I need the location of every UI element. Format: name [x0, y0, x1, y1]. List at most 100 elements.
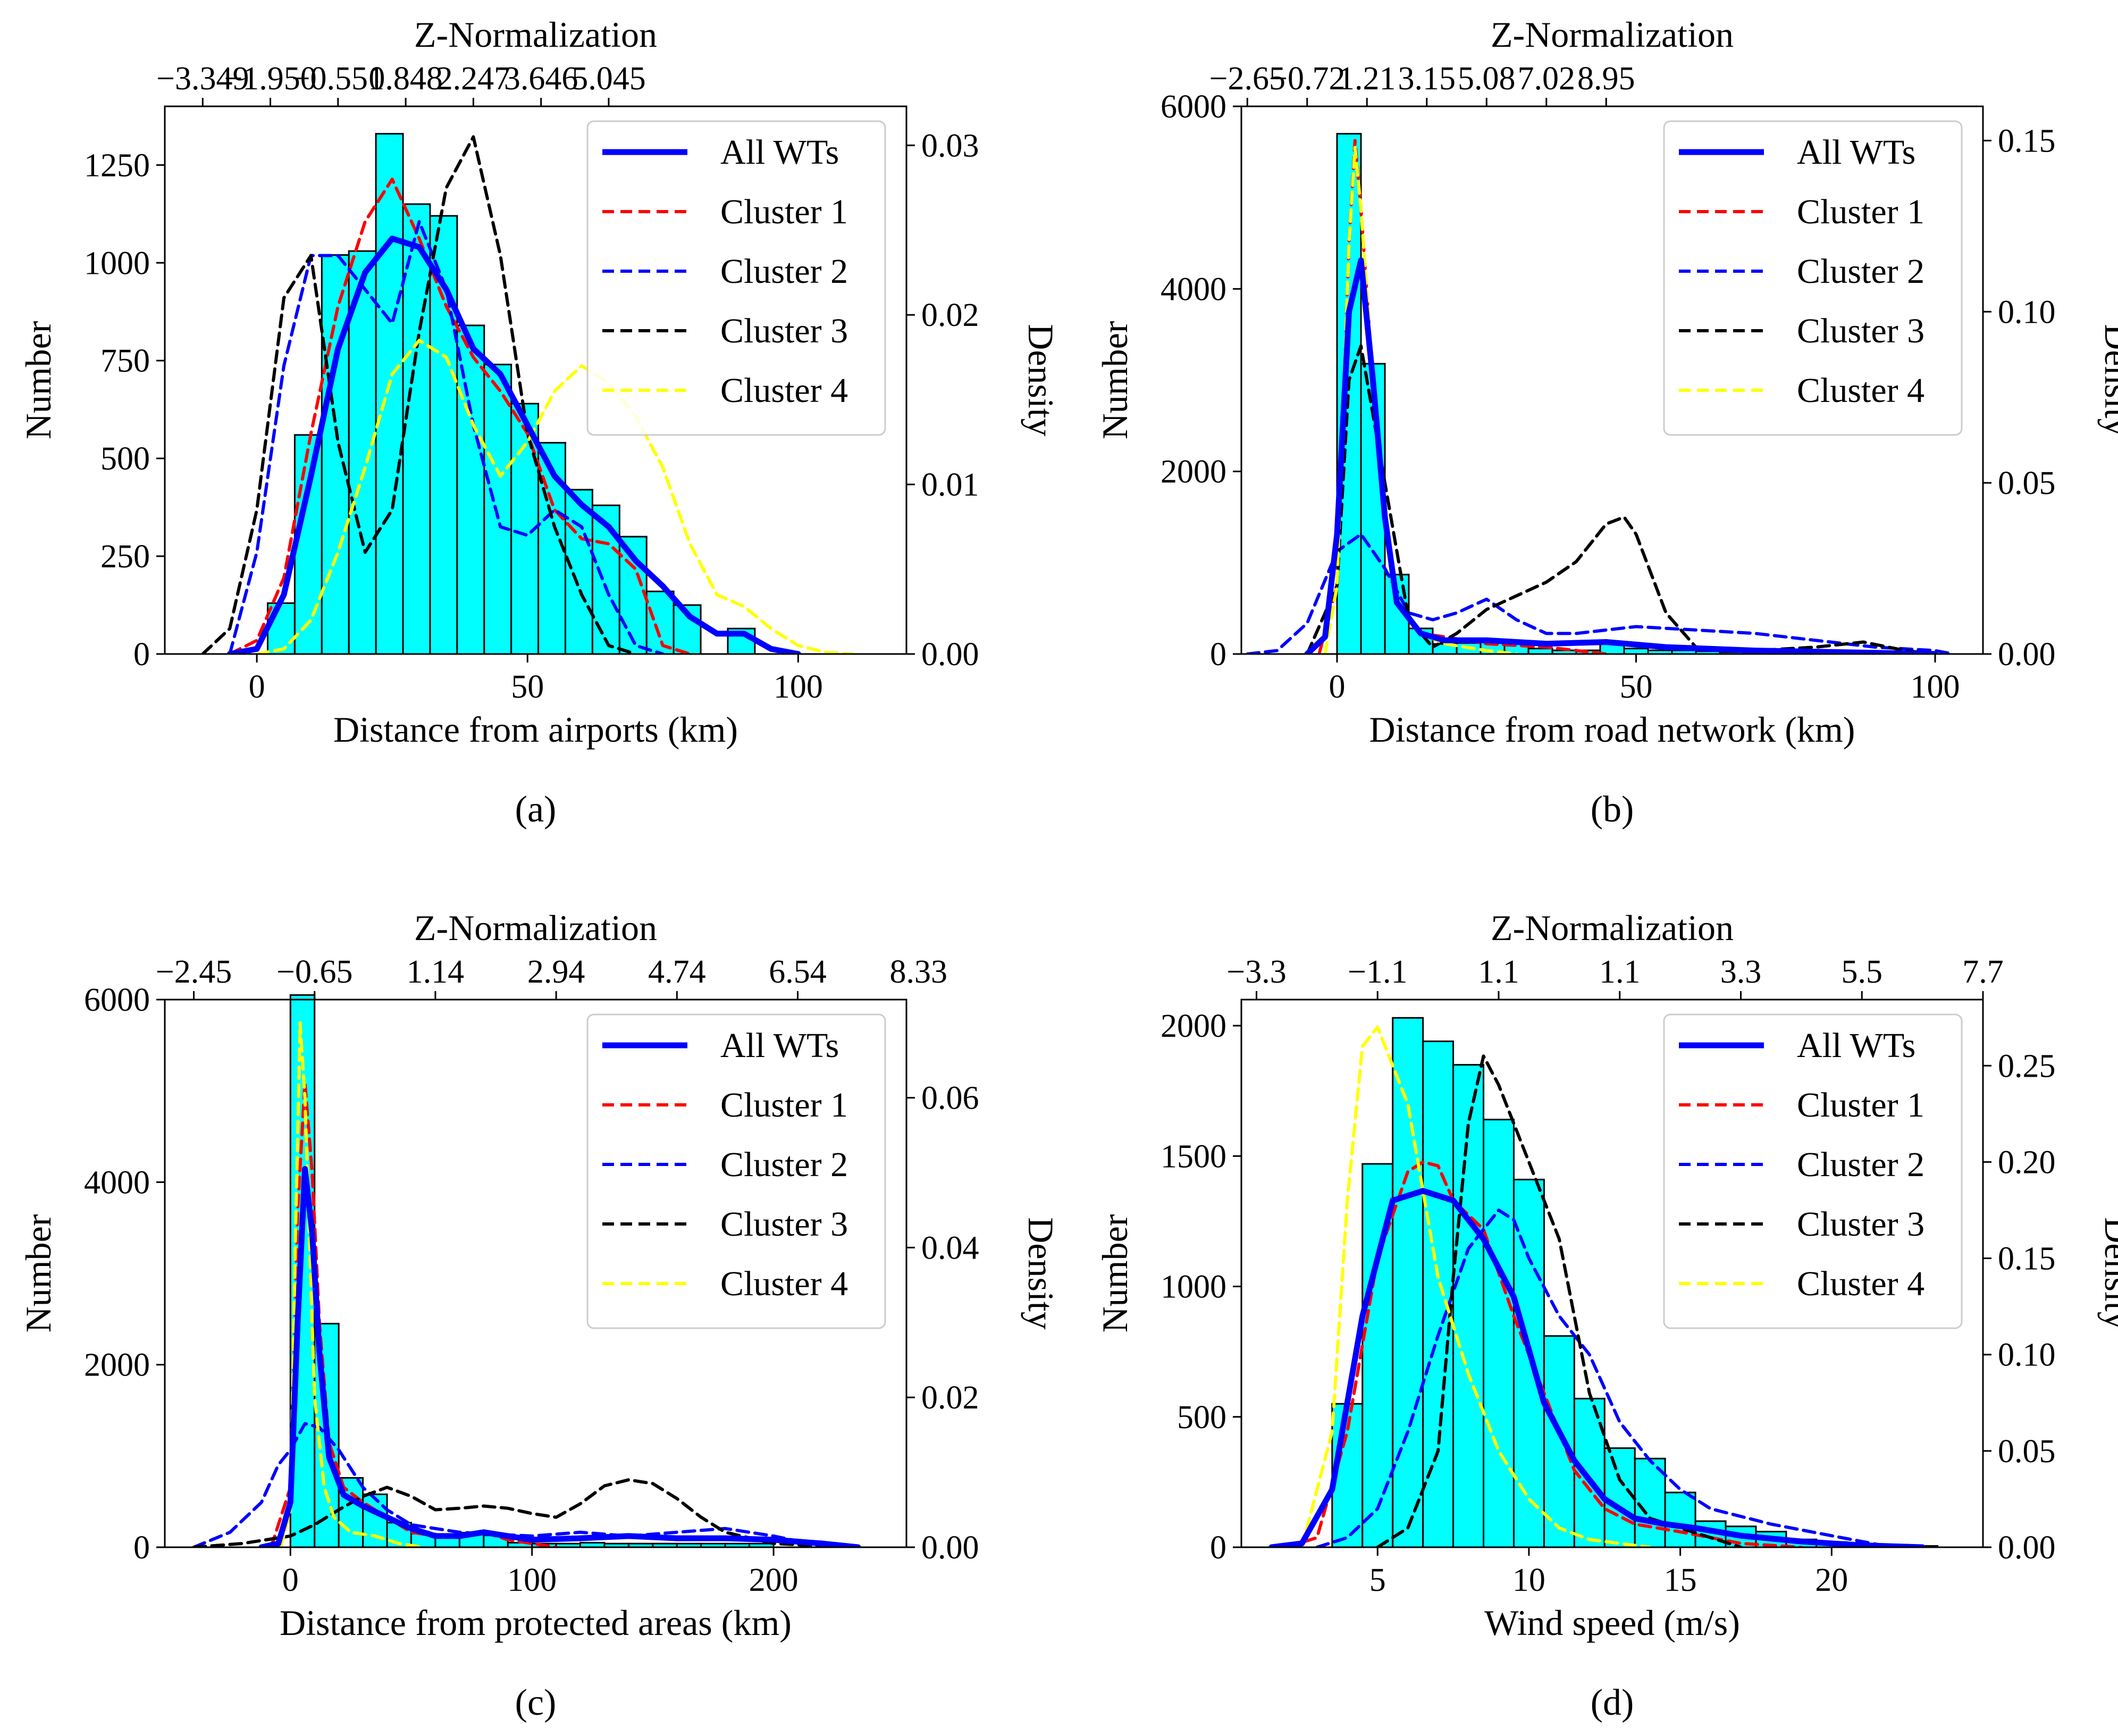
y-left-tick-label: 0 [133, 1530, 150, 1566]
y-right-tick-label: 0.05 [1998, 465, 2056, 501]
top-tick-label: 3.3 [1720, 954, 1762, 990]
hist-bar [1623, 648, 1649, 655]
y-right-tick-label: 0.01 [921, 467, 979, 503]
chart-panel-d: 5 10 15 20 −3.3 −1.1 1.1 1.1 3.3 5.5 7.7 Z-Normaliz… [1095, 908, 2118, 1723]
y-right-axis-label: Density [2097, 324, 2118, 437]
y-right-tick-label: 0.02 [921, 1380, 979, 1416]
hist-bar [1527, 648, 1553, 655]
kde-line-cluster-4 [1323, 146, 1518, 654]
kde-line-cluster-1 [228, 178, 692, 654]
chart-panel-a: 0 50 100−3.349−1.950−0.5510.8482.2473.6465… [18, 14, 1061, 830]
kde-line-all-wts [258, 1165, 861, 1547]
legend: All WTs Cluster 1 Cluster 2 Cluster 3 Cluste… [1663, 120, 1963, 436]
kde-curves [1268, 1025, 1926, 1547]
y-left-tick-label: 250 [100, 539, 150, 575]
panel-caption: (a) [515, 789, 557, 830]
plot-frame [1240, 105, 1984, 655]
y-right-tick-label: 0.00 [1998, 636, 2056, 673]
y-right-tick-label: 0.06 [921, 1080, 979, 1117]
kde-line-cluster-3 [1376, 1054, 1743, 1547]
top-tick-label: −0.72 [1269, 61, 1345, 97]
kde-line-cluster-2 [192, 1422, 848, 1547]
top-tick-label: −3.3 [1226, 954, 1286, 990]
legend-entry: Cluster 4 [1797, 1264, 1924, 1303]
x-tick-label: 20 [1815, 1562, 1848, 1598]
x-axis-label: Distance from road network (km) [1369, 709, 1855, 750]
hist-bar [1573, 1397, 1606, 1548]
legend-entry: All WTs [1797, 1026, 1915, 1065]
kde-line-all-wts [1268, 1188, 1926, 1547]
y-right-axis-label: Density [1021, 324, 1061, 437]
x-tick-label: 0 [249, 669, 265, 705]
y-left-tick-label: 750 [100, 343, 150, 379]
legend-entry: Cluster 1 [720, 192, 848, 231]
top-axis-title: Z-Normalization [1491, 14, 1734, 55]
legend-entry: Cluster 1 [1797, 192, 1924, 231]
plot-frame [1240, 999, 1984, 1548]
legend-entry: All WTs [1797, 133, 1915, 172]
hist-bar [293, 434, 323, 655]
x-tick-label: 10 [1512, 1562, 1545, 1598]
panel-caption: (b) [1591, 789, 1634, 830]
legend-entry: Cluster 4 [720, 371, 848, 410]
top-tick-label: 2.247 [436, 61, 511, 97]
y-left-tick-label: 1000 [1161, 1269, 1226, 1305]
y-left-tick-label: 1000 [84, 245, 150, 281]
hist-bar [483, 364, 512, 655]
y-right-tick-label: 0.03 [921, 128, 979, 164]
y-left-tick-label: 2000 [1161, 454, 1226, 490]
top-tick-label: 3.646 [504, 61, 578, 97]
x-tick-label: 100 [1911, 669, 1960, 705]
kde-curves [1246, 139, 1955, 654]
chart-panel-b: 0 50 100 −2.65−0.721.21 3.15 5.08 7.02 8.95 Z-No… [1095, 14, 2118, 830]
y-left-tick-label: 1250 [84, 147, 150, 183]
panel-caption: (d) [1591, 1682, 1634, 1723]
x-tick-label: 0 [1329, 669, 1346, 705]
top-tick-label: −1.950 [224, 61, 316, 97]
histogram [266, 133, 756, 655]
legend: All WTs Cluster 1 Cluster 2 Cluster 3 Cluste… [586, 1013, 886, 1329]
top-axis-title: Z-Normalization [414, 14, 657, 55]
hist-bar [456, 324, 485, 655]
legend-entry: All WTs [720, 133, 839, 172]
top-axis-title: Z-Normalization [414, 908, 657, 948]
histogram [1331, 1017, 1939, 1548]
top-tick-label: −2.65 [1209, 61, 1285, 97]
top-tick-label: 4.74 [648, 954, 706, 990]
y-left-tick-label: 0 [1210, 1530, 1226, 1566]
plot-frame [164, 105, 907, 655]
y-left-tick-label: 6000 [1161, 89, 1226, 125]
legend-entry: Cluster 2 [720, 252, 848, 291]
top-tick-label: 5.5 [1841, 954, 1882, 990]
y-left-axis-label: Number [18, 1214, 58, 1332]
top-tick-label: 2.94 [527, 954, 585, 990]
top-tick-label: 0.848 [368, 61, 443, 97]
y-left-axis-label: Number [1095, 321, 1135, 439]
y-left-axis-label: Number [1095, 1214, 1135, 1332]
hist-bar [1603, 1447, 1636, 1548]
top-tick-label: 7.7 [1962, 954, 2004, 990]
hist-bar [266, 602, 296, 655]
kde-line-all-wts [1304, 257, 1938, 654]
x-tick-label: 50 [511, 669, 544, 705]
x-tick-label: 0 [282, 1562, 299, 1598]
y-right-tick-label: 0.00 [921, 1530, 979, 1566]
legend-entry: Cluster 2 [1797, 1145, 1924, 1184]
y-right-tick-label: 0.00 [921, 636, 979, 673]
legend-entry: Cluster 4 [720, 1264, 848, 1303]
top-axis-title: Z-Normalization [1491, 908, 1734, 948]
y-right-axis-label: Density [1021, 1217, 1061, 1330]
y-right-tick-label: 0.20 [1998, 1144, 2056, 1180]
legend: All WTs Cluster 1 Cluster 2 Cluster 3 Cluste… [586, 120, 886, 436]
kde-line-cluster-2 [1246, 532, 1955, 654]
kde-line-cluster-3 [201, 135, 637, 654]
legend-entry: Cluster 4 [1797, 371, 1924, 410]
kde-line-all-wts [226, 236, 801, 654]
top-tick-label: −3.349 [156, 61, 249, 97]
kde-line-cluster-2 [1315, 1209, 1894, 1547]
y-left-tick-label: 500 [100, 441, 150, 477]
legend-entry: Cluster 3 [1797, 1205, 1924, 1244]
y-left-tick-label: 4000 [84, 1164, 150, 1201]
top-tick-label: 7.02 [1518, 61, 1576, 97]
kde-line-cluster-4 [279, 1021, 425, 1547]
